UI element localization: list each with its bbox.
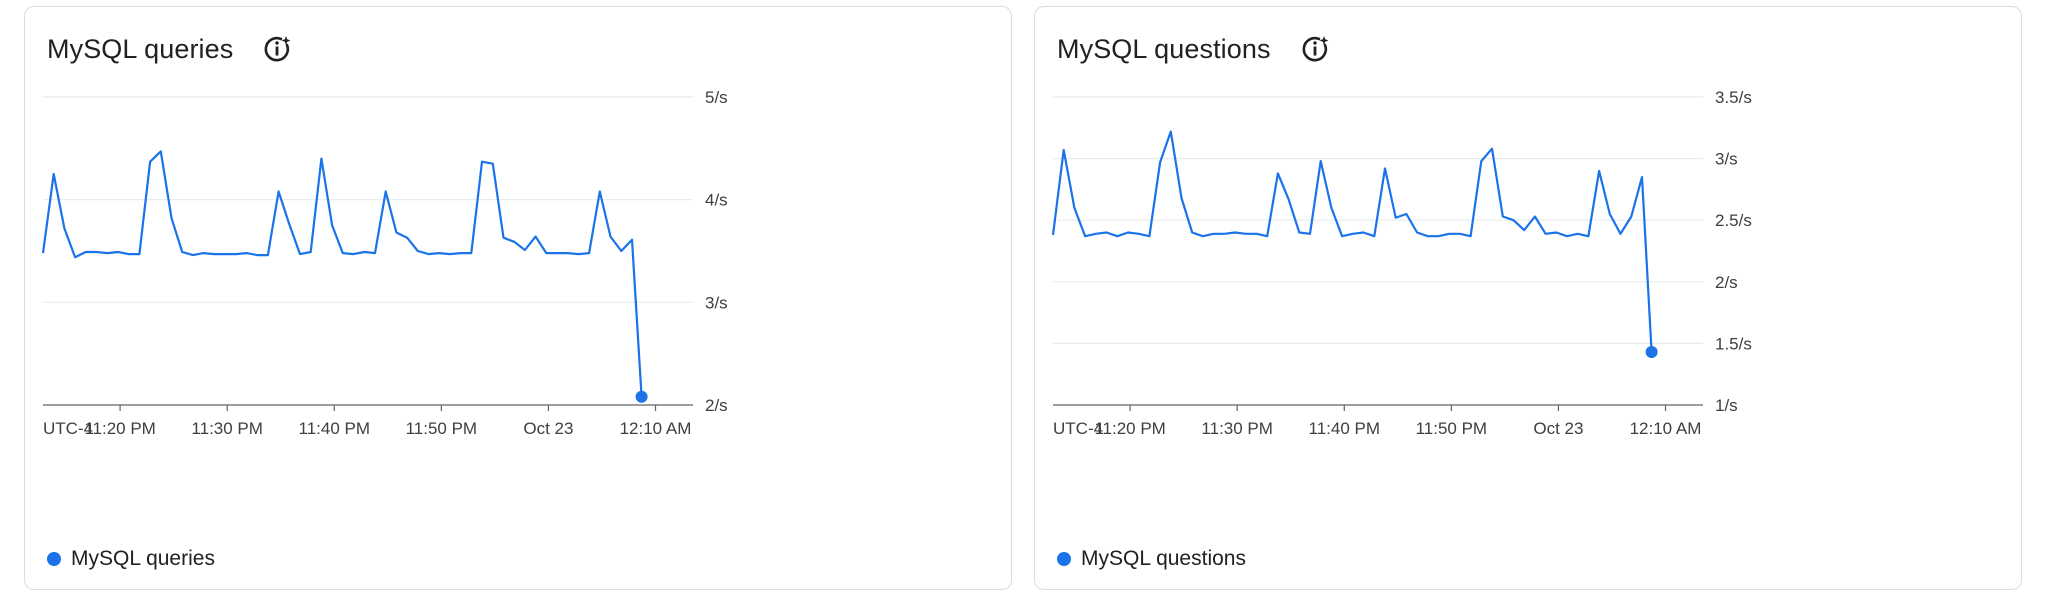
series-line[interactable] — [1051, 130, 1653, 353]
y-tick-label: 2/s — [705, 396, 728, 415]
y-tick-label: 2/s — [1715, 273, 1738, 292]
y-tick-label: 1/s — [1715, 396, 1738, 415]
x-tick-label: 11:30 PM — [1201, 419, 1273, 438]
legend-dot-icon — [1057, 552, 1071, 566]
legend: MySQL questions — [1057, 547, 1246, 571]
info-sparkle-icon[interactable] — [1299, 33, 1331, 65]
y-tick-label: 1.5/s — [1715, 334, 1752, 353]
plot-area: 5/s 4/s 3/s 2/s UTC-411:20 PM 11:30 PM 11:40 P… — [41, 88, 728, 438]
last-point-marker[interactable] — [635, 390, 648, 403]
chart-title: MySQL questions — [1057, 33, 1271, 64]
legend-label: MySQL questions — [1081, 547, 1246, 570]
chart-title: MySQL queries — [47, 33, 234, 64]
questions-chart: 3.5/s 3/s 2.5/s 2/s 1.5/s 1/s UTC-411:20 PM 11:… — [1051, 88, 1752, 438]
info-sparkle-icon[interactable] — [261, 33, 293, 65]
x-tick-label: Oct 23 — [523, 419, 573, 438]
legend-dot-icon — [47, 552, 61, 566]
y-tick-label: 3.5/s — [1715, 88, 1752, 107]
x-tick-label: 12:10 AM — [620, 419, 692, 438]
queries-chart: 5/s 4/s 3/s 2/s UTC-411:20 PM 11:30 PM 11:40 P… — [41, 88, 728, 438]
legend: MySQL queries — [47, 547, 215, 571]
y-tick-label: 3/s — [1715, 150, 1738, 169]
last-point-marker[interactable] — [1645, 346, 1658, 359]
x-tick-label: 11:20 PM — [1094, 419, 1166, 438]
y-tick-label: 2.5/s — [1715, 211, 1752, 230]
timezone-label: UTC-4 — [1053, 419, 1103, 438]
x-tick-label: 11:50 PM — [406, 419, 478, 438]
x-tick-label: 11:40 PM — [299, 419, 371, 438]
x-tick-label: 11:40 PM — [1309, 419, 1381, 438]
x-tick-label: 12:10 AM — [1630, 419, 1702, 438]
plot-area: 3.5/s 3/s 2.5/s 2/s 1.5/s 1/s UTC-411:20 PM 11:… — [1051, 88, 1752, 438]
y-tick-label: 5/s — [705, 88, 728, 107]
x-tick-label: Oct 23 — [1533, 419, 1583, 438]
x-tick-label: 11:30 PM — [191, 419, 263, 438]
series-line[interactable] — [41, 150, 643, 397]
timezone-label: UTC-4 — [43, 419, 93, 438]
x-tick-label: 11:50 PM — [1416, 419, 1488, 438]
y-tick-label: 4/s — [705, 191, 728, 210]
legend-label: MySQL queries — [71, 547, 215, 570]
mysql-questions-card: MySQL questions 3.5/s 3/s 2.5/s 2/s 1.5/s 1/s… — [1034, 6, 2022, 590]
mysql-queries-card: MySQL queries 5/s 4/s 3/s 2/s UTC-4 11:20 PM 1… — [24, 6, 1012, 590]
y-tick-label: 3/s — [705, 293, 728, 312]
x-tick-label: 11:20 PM — [84, 419, 156, 438]
